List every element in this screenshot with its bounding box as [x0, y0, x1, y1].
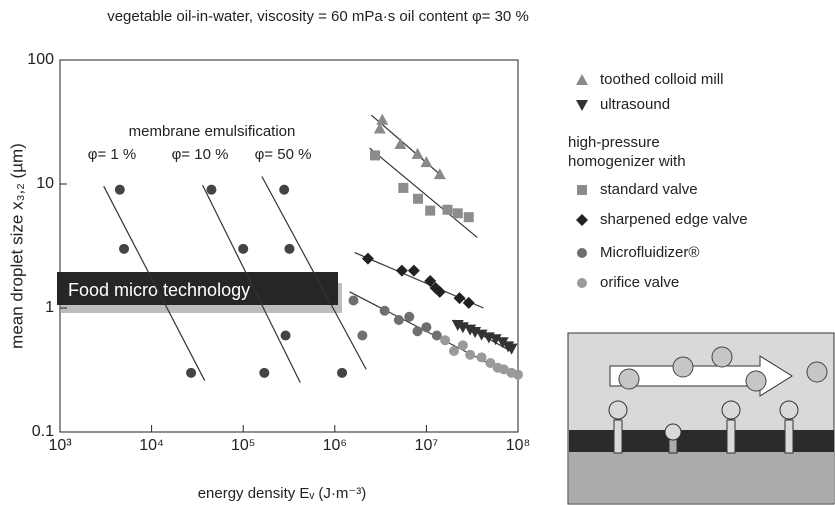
schematic — [568, 333, 834, 504]
data-point — [362, 253, 374, 265]
series-label: φ= 10 % — [172, 146, 229, 163]
legend-label: orifice valve — [600, 274, 679, 291]
legend-marker — [576, 214, 588, 226]
chart: vegetable oil-in-water, viscosity = 60 m… — [0, 0, 835, 505]
data-point — [279, 185, 289, 195]
data-point — [398, 183, 408, 193]
data-point — [453, 208, 463, 218]
legend-label: sharpened edge valve — [600, 211, 748, 228]
data-point — [413, 326, 423, 336]
legend-marker — [577, 185, 587, 195]
legend-group-title: homogenizer with — [568, 153, 686, 170]
data-point — [477, 352, 487, 362]
legend-group-title: high-pressure — [568, 134, 660, 151]
annotation: membrane emulsification — [129, 123, 296, 140]
data-point — [421, 322, 431, 332]
fit-line — [355, 253, 484, 308]
legend-label: standard valve — [600, 181, 698, 198]
data-point — [284, 244, 294, 254]
data-point — [337, 368, 347, 378]
legend-label: Microfluidizer® — [600, 244, 699, 261]
chart-title: vegetable oil-in-water, viscosity = 60 m… — [107, 8, 529, 25]
data-point — [259, 368, 269, 378]
legend-label: ultrasound — [600, 96, 670, 113]
data-point — [186, 368, 196, 378]
data-point — [425, 206, 435, 216]
data-point — [513, 370, 523, 380]
x-tick-label: 10⁸ — [506, 437, 531, 454]
data-point — [348, 295, 358, 305]
y-tick-label: 1 — [45, 299, 54, 316]
data-point — [206, 185, 216, 195]
data-point — [119, 244, 129, 254]
x-tick-label: 10⁶ — [323, 437, 347, 454]
legend-marker — [576, 100, 588, 111]
banner-text: Food micro technology — [68, 280, 250, 300]
data-point — [458, 340, 468, 350]
legend-marker — [577, 248, 587, 258]
data-point — [115, 185, 125, 195]
data-point — [413, 194, 423, 204]
legend-marker — [576, 74, 588, 85]
x-tick-label: 10⁴ — [139, 437, 164, 454]
series-label: φ= 1 % — [88, 146, 137, 163]
data-point — [408, 265, 420, 277]
data-point — [412, 148, 424, 159]
x-axis-label: energy density Eᵥ (J·m⁻³) — [198, 485, 367, 502]
data-point — [443, 205, 453, 215]
fit-line — [370, 148, 478, 238]
data-point — [434, 168, 446, 179]
data-point — [394, 315, 404, 325]
data-point — [380, 306, 390, 316]
data-point — [440, 335, 450, 345]
legend-marker — [577, 278, 587, 288]
data-point — [238, 244, 248, 254]
data-point — [370, 150, 380, 160]
data-point — [464, 212, 474, 222]
data-point — [449, 346, 459, 356]
data-point — [357, 331, 367, 341]
y-tick-label: 10 — [36, 175, 54, 192]
y-tick-label: 100 — [27, 51, 54, 68]
legend-label: toothed colloid mill — [600, 71, 723, 88]
x-tick-label: 10⁷ — [415, 437, 439, 454]
data-point — [376, 114, 388, 125]
data-point — [281, 331, 291, 341]
series-label: φ= 50 % — [255, 146, 312, 163]
x-tick-label: 10⁵ — [231, 437, 255, 454]
y-axis-label: mean droplet size x₃,₂ (µm) — [7, 143, 26, 349]
data-point — [465, 350, 475, 360]
data-point — [404, 312, 414, 322]
y-tick-label: 0.1 — [32, 423, 54, 440]
